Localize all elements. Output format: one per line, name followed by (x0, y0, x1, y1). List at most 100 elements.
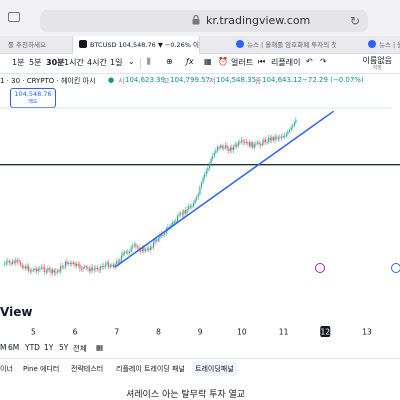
candle-body (135, 244, 137, 247)
layout-name-label: 이름없음 (362, 56, 392, 65)
candle-body (244, 141, 246, 143)
sidebar-icon[interactable] (8, 12, 20, 22)
candle-body (279, 136, 281, 138)
interval-30m[interactable]: 30분 (46, 58, 65, 67)
candle-body (114, 264, 116, 268)
tab-pine-editor[interactable]: Pine 에디터 (23, 365, 60, 373)
range-m[interactable]: M (0, 343, 7, 352)
candle-body (21, 265, 23, 268)
candle-body (34, 268, 36, 271)
range-6m[interactable]: 6M (8, 343, 20, 352)
candle-body (144, 249, 147, 252)
alert-button[interactable]: 얼러트 (231, 58, 254, 67)
indicators-button[interactable]: ƒx (186, 57, 194, 66)
candle-body (64, 261, 67, 267)
candle-body (28, 266, 30, 272)
reload-icon[interactable]: ↻ (349, 14, 360, 28)
candle-body (181, 213, 183, 215)
candle-body (10, 262, 12, 264)
candle-body (245, 141, 247, 144)
candle-body (252, 142, 254, 148)
candle-body (130, 247, 132, 252)
x-tick-label: 8 (156, 328, 161, 337)
chevron-down-icon[interactable]: ⌄ (128, 57, 135, 66)
price-chart[interactable]: 5 6 7 8 9 10 11 12 13 (0, 0, 400, 340)
tab-replay-panel[interactable]: 리플레이 트레이딩 패널 (116, 365, 185, 373)
candle-body (272, 137, 275, 141)
candle-body (26, 266, 28, 269)
candle-body (152, 242, 155, 248)
candle-body (47, 268, 49, 272)
candle-body (100, 266, 102, 270)
replay-button[interactable]: 리플레이 (271, 58, 301, 67)
interval-1d[interactable]: 1일 (110, 58, 123, 67)
candle-body (36, 268, 38, 272)
symbol-title[interactable]: 1 · 30 · CRYPTO · 헤이킨 아시 (0, 77, 96, 85)
x-tick-label: 11 (279, 328, 289, 337)
tab-strategy-tester[interactable]: 전략테스터 (71, 365, 104, 373)
candle-body (285, 133, 287, 136)
candle-body (268, 137, 270, 143)
x-tick-label: 9 (198, 328, 203, 337)
candle-body (63, 266, 65, 268)
candle-body (207, 168, 209, 171)
candle-body (264, 139, 267, 142)
interval-1m[interactable]: 1분 (12, 58, 25, 67)
candle-body (20, 261, 22, 266)
candle-body (104, 264, 107, 267)
candle-body (72, 262, 75, 264)
candle-type-icon[interactable]: ⫼ (147, 57, 151, 66)
interval-4h[interactable]: 4시간 (87, 58, 107, 67)
candle-body (95, 267, 97, 270)
candle-body (176, 215, 179, 221)
candle-body (61, 266, 63, 268)
candle-body (71, 262, 73, 264)
candle-body (170, 224, 172, 228)
candle-body (58, 270, 60, 272)
candle-body (12, 261, 14, 264)
candle-body (154, 239, 156, 243)
x-tick-highlight (320, 326, 331, 337)
browser-tab-active[interactable]: BTCUSD 104,548.76 ▼ −0.26% 이름없음 (72, 36, 200, 54)
browser-tab[interactable]: 뉴스 | 올해는 암호화폐 투자의 모든 것 (340, 36, 400, 54)
x-tick-label: 10 (237, 328, 247, 337)
tab-trading-panel[interactable]: 트레이딩패널 (192, 362, 237, 376)
price-badge[interactable]: 104,548.76 매도 (10, 88, 56, 108)
candle-body (37, 268, 39, 272)
undo-icon[interactable]: ↶ (306, 57, 313, 66)
browser-tab[interactable]: 를 추천하세요 (4, 36, 64, 54)
candle-body (124, 252, 126, 254)
open-value: 104,623.39 (125, 76, 166, 84)
candle-body (149, 247, 151, 250)
browser-tab[interactable]: 뉴스 | 올해를 암호화폐 투자의 첫... (224, 36, 336, 54)
candle-body (266, 141, 268, 143)
candle-body (148, 248, 150, 250)
candle-body (239, 141, 241, 144)
candle-body (178, 214, 180, 216)
candle-body (197, 194, 199, 197)
range-1y[interactable]: 1Y (44, 343, 54, 352)
candle-body (220, 145, 222, 148)
candle-body (157, 238, 159, 241)
calendar-icon[interactable]: ▦ (96, 343, 104, 352)
templates-icon[interactable]: ▦ (204, 57, 212, 66)
compare-icon[interactable]: ⊕ (166, 57, 173, 66)
candle-body (140, 250, 142, 252)
candle-body (103, 266, 105, 268)
layout-name[interactable]: 이름없음 저장 (363, 54, 392, 71)
redo-icon[interactable]: ↷ (320, 57, 327, 66)
range-5y[interactable]: 5Y (59, 343, 69, 352)
range-all[interactable]: 전체 (73, 344, 87, 353)
candle-body (200, 182, 203, 188)
tradingview-icon (368, 40, 376, 48)
view-title: View (0, 305, 33, 319)
interval-5m[interactable]: 5분 (29, 58, 42, 67)
tab-screener[interactable]: 이너 (0, 365, 13, 373)
address-bar[interactable]: kr.tradingview.com ↻ (40, 10, 368, 32)
range-ytd[interactable]: YTD (25, 343, 40, 352)
candle-body (143, 247, 145, 252)
candle-body (109, 265, 111, 268)
candle-body (173, 222, 175, 224)
interval-1h[interactable]: 1시간 (64, 58, 84, 67)
candle-body (213, 152, 215, 157)
